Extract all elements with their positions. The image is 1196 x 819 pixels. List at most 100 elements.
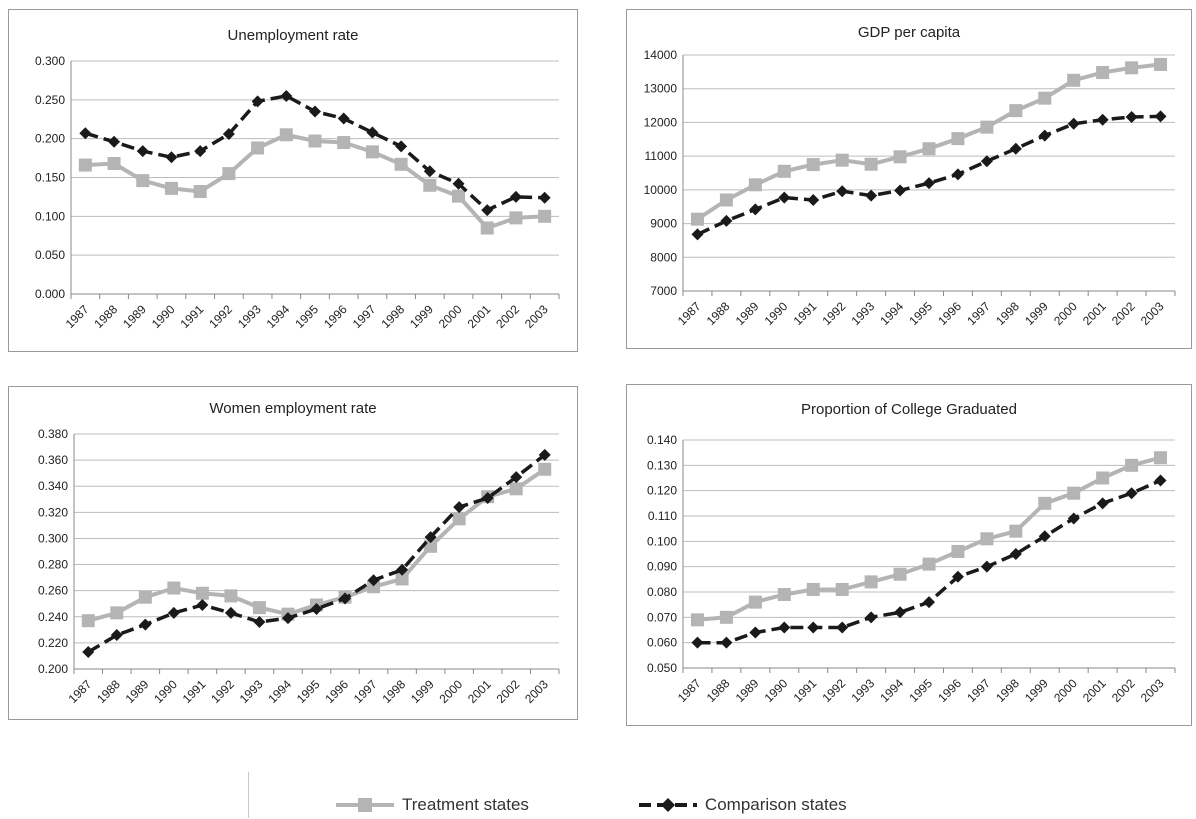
x-tick-label: 1991 <box>791 299 820 328</box>
data-point-comparison <box>481 204 494 217</box>
x-tick-label: 1992 <box>208 677 237 706</box>
data-point-treatment <box>395 572 409 586</box>
x-tick-label: 1992 <box>820 676 849 705</box>
data-point-comparison <box>396 563 409 576</box>
data-point-treatment <box>452 189 466 203</box>
data-point-treatment <box>1067 486 1081 500</box>
legend-swatch-comparison <box>638 798 697 812</box>
y-tick-label: 12000 <box>644 115 678 129</box>
data-point-treatment <box>367 580 381 594</box>
data-point-comparison <box>980 155 993 168</box>
y-tick-label: 0.340 <box>38 479 68 493</box>
data-point-treatment <box>748 178 762 192</box>
data-point-comparison <box>807 193 820 206</box>
data-point-comparison <box>538 448 551 461</box>
chart-panel-gdp: GDP per capita 7000 8000 9000 10000 11000 1200… <box>626 9 1192 349</box>
data-point-comparison <box>923 177 935 190</box>
data-point-comparison <box>510 471 523 484</box>
data-point-comparison <box>82 646 95 659</box>
x-tick-label: 1990 <box>762 676 791 705</box>
data-point-comparison <box>167 606 180 619</box>
data-point-comparison <box>337 112 350 125</box>
divider-line <box>248 772 249 818</box>
y-tick-label: 0.150 <box>35 171 65 185</box>
data-point-comparison <box>749 626 762 639</box>
data-point-comparison <box>1038 530 1051 543</box>
data-point-comparison <box>749 203 762 216</box>
data-point-comparison <box>452 177 465 190</box>
data-point-treatment <box>1125 458 1139 472</box>
x-tick-label: 2001 <box>1080 299 1109 328</box>
x-tick-label: 2003 <box>1138 676 1167 705</box>
data-point-comparison <box>165 151 178 164</box>
legend: Treatment states Comparison states <box>336 792 847 818</box>
y-tick-label: 0.050 <box>35 248 65 262</box>
data-point-comparison <box>951 570 964 583</box>
data-point-treatment <box>1096 471 1110 485</box>
x-tick-label: 1996 <box>322 677 351 706</box>
x-tick-label: 1987 <box>675 676 704 705</box>
y-tick-label: 14000 <box>644 48 678 62</box>
data-point-comparison <box>366 126 379 139</box>
series-line-treatment <box>87 467 546 623</box>
data-point-comparison <box>79 127 92 140</box>
data-point-treatment <box>1038 91 1052 105</box>
data-point-comparison <box>691 636 704 649</box>
chart-title: Unemployment rate <box>228 27 359 44</box>
y-tick-label: 0.320 <box>38 505 68 519</box>
y-tick-label: 0.220 <box>38 636 68 650</box>
data-point-treatment <box>81 614 95 628</box>
legend-label-treatment: Treatment states <box>402 795 529 814</box>
y-tick-label: 0.300 <box>35 54 65 68</box>
x-tick-label: 1995 <box>292 302 321 331</box>
series-line-treatment <box>85 132 545 230</box>
data-point-comparison <box>367 574 380 587</box>
x-tick-label: 2000 <box>1051 676 1080 705</box>
data-point-comparison <box>923 596 935 609</box>
data-point-treatment <box>509 482 523 496</box>
data-point-treatment <box>279 128 293 142</box>
x-tick-label: 2002 <box>1109 676 1138 705</box>
data-point-treatment <box>690 613 704 627</box>
y-tick-label: 11000 <box>645 149 678 163</box>
x-tick-label: 1991 <box>178 302 207 331</box>
y-tick-label: 8000 <box>650 250 677 264</box>
data-point-comparison <box>720 214 733 227</box>
data-point-comparison <box>1096 113 1109 126</box>
y-tick-label: 0.200 <box>35 132 65 146</box>
data-point-comparison <box>251 95 264 108</box>
x-tick-label: 1987 <box>66 677 95 706</box>
data-point-comparison <box>424 531 437 544</box>
x-tick-label: 1990 <box>762 299 791 328</box>
x-tick-label: 1989 <box>120 302 149 331</box>
data-point-treatment <box>251 141 265 155</box>
data-point-treatment <box>195 586 209 600</box>
data-point-comparison <box>836 621 849 634</box>
data-point-treatment <box>337 136 351 150</box>
data-point-treatment <box>719 193 733 207</box>
data-point-comparison <box>136 145 149 158</box>
x-tick-label: 1988 <box>91 302 120 331</box>
legend-item-comparison: Comparison states <box>638 795 847 815</box>
data-point-comparison <box>1125 111 1138 124</box>
data-point-comparison <box>281 612 294 625</box>
data-point-treatment <box>164 181 178 195</box>
data-point-comparison <box>310 602 323 615</box>
x-tick-label: 2000 <box>436 302 465 331</box>
data-point-comparison <box>538 191 551 204</box>
x-tick-label: 1993 <box>235 302 264 331</box>
chart-panel-unemployment: Unemployment rate 0.000 0.050 0.100 0.150 0.2… <box>8 9 578 352</box>
legend-swatch-treatment <box>336 798 394 812</box>
data-point-treatment <box>480 221 494 235</box>
data-point-comparison <box>1009 548 1022 560</box>
data-point-comparison <box>1067 512 1080 525</box>
data-point-treatment <box>719 610 733 624</box>
data-point-treatment <box>167 581 181 595</box>
data-point-treatment <box>1125 61 1139 75</box>
data-point-comparison <box>1125 487 1138 500</box>
x-tick-label: 1998 <box>379 677 408 706</box>
data-point-treatment <box>1038 496 1052 510</box>
x-tick-label: 1989 <box>733 676 762 705</box>
chart-svg: Proportion of College Graduated 0.050 0.06… <box>647 401 1176 705</box>
data-point-comparison <box>836 185 849 198</box>
